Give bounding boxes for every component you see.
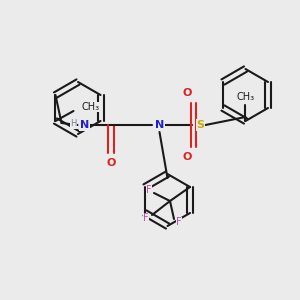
- Text: CH₃: CH₃: [82, 102, 100, 112]
- Text: H: H: [70, 119, 76, 128]
- Text: N: N: [155, 120, 164, 130]
- Text: F: F: [176, 217, 182, 227]
- Text: N: N: [80, 120, 89, 130]
- Text: F: F: [146, 185, 152, 195]
- Text: CH₃: CH₃: [236, 92, 254, 102]
- Text: S: S: [196, 120, 205, 130]
- Text: O: O: [107, 158, 116, 168]
- Text: O: O: [183, 88, 192, 98]
- Text: F: F: [143, 213, 149, 223]
- Text: O: O: [183, 152, 192, 162]
